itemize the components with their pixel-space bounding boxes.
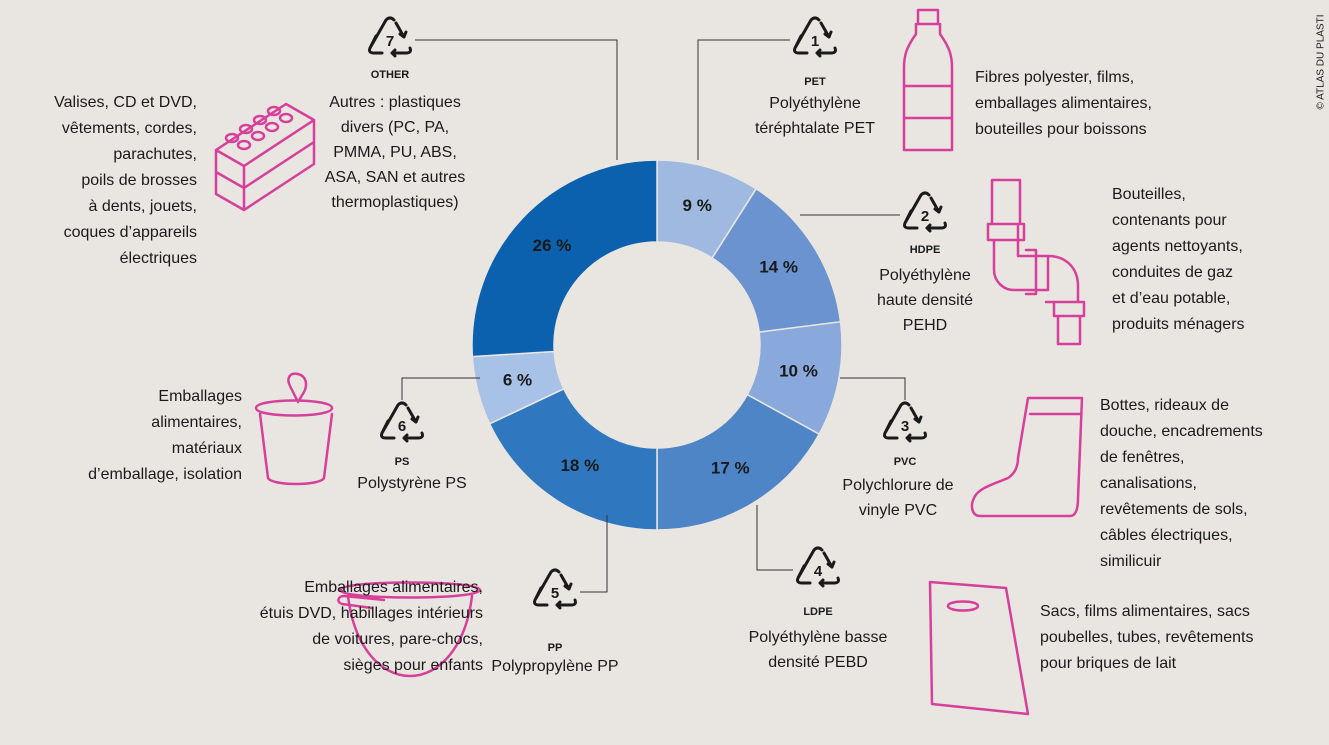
abbreviation: PP	[548, 642, 563, 654]
recycle-code: 7	[386, 33, 394, 50]
value-label: 26 %	[533, 236, 572, 255]
uses: conduites de gaz	[1112, 264, 1233, 281]
uses: similicuir	[1100, 553, 1162, 570]
uses: Bouteilles,	[1112, 186, 1186, 203]
uses: contenants pour	[1112, 212, 1227, 229]
abbreviation: OTHER	[371, 69, 410, 81]
recycle-code: 6	[398, 418, 406, 435]
infographic: © ATLAS DU PLASTI 9 % 14 % 10 % 17 % 18 % 6 %…	[0, 0, 1329, 745]
recycle-code: 1	[811, 33, 819, 50]
plastic-name: thermoplastiques)	[331, 194, 458, 211]
recycle-code: 5	[551, 585, 559, 602]
plastic-name: Polyéthylène	[879, 267, 971, 284]
uses: électriques	[120, 250, 197, 267]
uses: sièges pour enfants	[343, 657, 483, 674]
value-label: 17 %	[711, 458, 750, 477]
abbreviation: PS	[395, 456, 410, 468]
plastic-name: PEHD	[903, 317, 947, 334]
uses: poubelles, tubes, revêtements	[1040, 629, 1253, 646]
uses: matériaux	[172, 440, 242, 457]
uses: poils de brosses	[81, 172, 197, 189]
uses: produits ménagers	[1112, 316, 1245, 333]
plastic-name: PMMA, PU, ABS,	[333, 144, 457, 161]
abbreviation: HDPE	[910, 244, 941, 256]
uses: Bottes, rideaux de	[1100, 397, 1229, 414]
abbreviation: PVC	[894, 456, 917, 468]
uses: parachutes,	[113, 146, 197, 163]
abbreviation: LDPE	[803, 606, 832, 618]
uses: câbles électriques,	[1100, 527, 1233, 544]
uses: Emballages alimentaires,	[304, 579, 483, 596]
uses: d’emballage, isolation	[88, 466, 242, 483]
uses: Fibres polyester, films,	[975, 69, 1134, 86]
plastic-name: Polyéthylène basse	[749, 629, 888, 646]
abbreviation: PET	[804, 76, 826, 88]
recycle-code: 2	[921, 208, 929, 225]
plastic-name: Autres : plastiques	[329, 94, 461, 111]
plastic-name: Polychlorure de	[842, 477, 953, 494]
value-label: 9 %	[683, 196, 712, 215]
uses: de fenêtres,	[1100, 449, 1185, 466]
uses: étuis DVD, habillages intérieurs	[260, 605, 483, 622]
uses: Emballages	[158, 388, 242, 405]
value-label: 14 %	[759, 257, 798, 276]
plastic-name: téréphtalate PET	[755, 120, 875, 137]
value-label: 10 %	[779, 361, 818, 380]
uses: Sacs, films alimentaires, sacs	[1040, 603, 1250, 620]
recycle-code: 4	[814, 563, 823, 580]
uses: bouteilles pour boissons	[975, 121, 1147, 138]
plastic-name: haute densité	[877, 292, 973, 309]
plastic-name: vinyle PVC	[859, 502, 937, 519]
uses: vêtements, cordes,	[62, 120, 197, 137]
uses: Valises, CD et DVD,	[54, 94, 197, 111]
uses: emballages alimentaires,	[975, 95, 1152, 112]
uses: et d’eau potable,	[1112, 290, 1230, 307]
uses: agents nettoyants,	[1112, 238, 1243, 255]
uses: de voitures, pare-chocs,	[312, 631, 483, 648]
uses: canalisations,	[1100, 475, 1197, 492]
recycle-code: 3	[901, 418, 909, 435]
plastic-name: Polyéthylène	[769, 95, 861, 112]
value-label: 18 %	[560, 456, 599, 475]
plastic-name: Polypropylène PP	[491, 658, 618, 675]
plastic-name: Polystyrène PS	[357, 475, 466, 492]
uses: alimentaires,	[151, 414, 242, 431]
value-label: 6 %	[503, 370, 532, 389]
uses: revêtements de sols,	[1100, 501, 1248, 518]
plastic-name: densité PEBD	[768, 654, 868, 671]
uses: à dents, jouets,	[88, 198, 197, 215]
uses: douche, encadrements	[1100, 423, 1263, 440]
uses: pour briques de lait	[1040, 655, 1177, 672]
uses: coques d’appareils	[64, 224, 197, 241]
plastic-name: ASA, SAN et autres	[325, 169, 466, 186]
plastic-name: divers (PC, PA,	[341, 119, 449, 136]
credit: © ATLAS DU PLASTI	[1316, 15, 1327, 110]
